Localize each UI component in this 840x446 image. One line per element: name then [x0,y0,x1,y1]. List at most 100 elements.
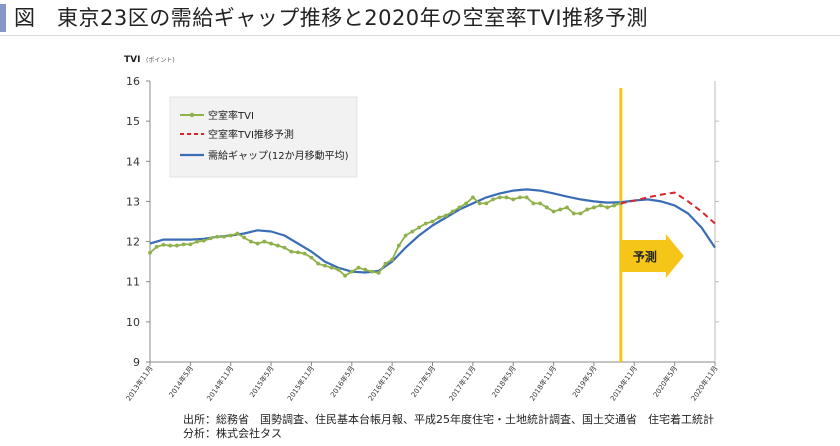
data-point-vacancy-tvi [585,207,590,212]
data-point-vacancy-tvi [612,203,617,208]
data-point-vacancy-tvi [181,242,186,247]
data-point-vacancy-tvi [592,205,596,210]
data-point-vacancy-tvi [578,211,583,216]
y-tick-label: 12 [126,236,140,249]
data-point-vacancy-tvi [450,209,455,214]
data-point-vacancy-tvi [316,261,321,266]
footer: 出所：総務省 国勢調査、住民基本台帳月報、平成25年度住宅・土地統計調査、国土交… [183,413,714,441]
y-axis-title: TVI [124,55,140,65]
x-tick-label: 2015年5月 [248,364,276,399]
data-point-vacancy-tvi [464,201,469,206]
data-point-vacancy-tvi [154,244,159,249]
data-point-vacancy-tvi [598,203,603,208]
data-point-vacancy-tvi [289,249,294,254]
data-point-vacancy-tvi [410,229,415,234]
x-tick-label: 2013年11月 [124,364,155,403]
x-tick-label: 2020年11月 [689,364,720,403]
x-tick-label: 2018年11月 [527,364,558,403]
page-title: 図 東京23区の需給ギャップ推移と2020年の空室率TVI推移予測 [14,6,649,30]
data-point-vacancy-tvi [491,197,495,202]
data-point-vacancy-tvi [148,250,152,255]
data-point-vacancy-tvi [275,243,280,248]
x-tick-label: 2014年5月 [167,364,195,399]
data-point-vacancy-tvi [504,195,509,200]
data-point-vacancy-tvi [228,233,233,238]
data-point-vacancy-tvi [558,207,563,212]
data-point-vacancy-tvi [269,241,273,246]
data-point-vacancy-tvi [188,242,193,247]
x-tick-label: 2016年11月 [366,364,397,403]
data-point-vacancy-tvi [518,195,522,200]
legend-label: 空室率TVI [208,109,254,122]
legend-label: 需給ギャップ(12か月移動平均) [208,149,349,162]
y-axis-unit: (ポイント) [146,56,175,64]
data-point-vacancy-tvi [322,263,327,268]
data-point-vacancy-tvi [544,205,549,210]
y-tick-label: 16 [126,75,140,88]
y-tick-label: 15 [126,115,140,128]
data-point-vacancy-tvi [605,205,610,210]
x-tick-label: 2015年11月 [285,364,316,403]
data-point-vacancy-tvi [484,201,489,206]
data-point-vacancy-tvi [262,239,267,244]
x-tick-label: 2020年5月 [651,364,679,399]
legend-box [169,96,358,178]
x-tick-label: 2018年5月 [490,364,518,399]
data-point-vacancy-tvi [248,239,253,244]
title-bar: 図 東京23区の需給ギャップ推移と2020年の空室率TVI推移予測 [0,0,840,36]
data-point-vacancy-tvi [524,195,529,200]
data-point-vacancy-tvi [175,243,179,248]
y-tick-label: 9 [133,356,140,369]
legend-label: 空室率TVI推移予測 [208,128,294,141]
y-tick-label: 13 [126,195,140,208]
x-tick-label: 2019年11月 [608,364,639,403]
data-point-vacancy-tvi [383,261,388,266]
data-point-vacancy-tvi [538,201,543,206]
data-point-vacancy-tvi [282,245,287,250]
data-point-vacancy-tvi [329,265,334,270]
data-point-vacancy-tvi [390,257,395,262]
forecast-arrow [620,234,684,278]
data-point-vacancy-tvi [497,195,502,200]
data-point-vacancy-tvi [215,234,220,239]
data-point-vacancy-tvi [161,242,166,247]
data-point-vacancy-tvi [222,234,226,239]
x-tick-label: 2019年5月 [570,364,598,399]
x-tick-label: 2014年11月 [205,364,236,403]
footer-source: 出所：総務省 国勢調査、住民基本台帳月報、平成25年度住宅・土地統計調査、国土交… [183,413,714,426]
data-point-vacancy-tvi [336,267,341,272]
data-point-vacancy-tvi [531,201,536,206]
data-point-vacancy-tvi [417,225,421,230]
data-point-vacancy-tvi [349,269,354,274]
data-point-vacancy-tvi [565,205,569,210]
data-point-vacancy-tvi [168,243,173,248]
data-point-vacancy-tvi [309,255,314,260]
data-point-vacancy-tvi [255,241,260,246]
forecast-label: 予測 [633,249,657,264]
data-point-vacancy-tvi [343,273,347,278]
data-point-vacancy-tvi [457,205,462,210]
data-point-vacancy-tvi [195,239,199,244]
data-point-vacancy-tvi [376,270,381,275]
footer-analysis: 分析：株式会社タス [183,427,282,440]
data-point-vacancy-tvi [551,209,556,214]
data-point-vacancy-tvi [363,267,368,272]
data-point-vacancy-tvi [571,211,576,216]
data-point-vacancy-tvi [356,265,361,270]
data-point-vacancy-tvi [242,235,247,240]
data-point-vacancy-tvi [511,197,516,202]
title-accent-bar [0,4,6,32]
data-point-vacancy-tvi [477,201,482,206]
data-point-vacancy-tvi [302,251,307,256]
data-point-vacancy-tvi [437,215,442,220]
x-tick-label: 2017年11月 [447,364,478,403]
data-point-vacancy-tvi [235,231,240,236]
legend-marker-vacancy-tvi [189,112,195,118]
data-point-vacancy-tvi [403,233,408,238]
data-point-vacancy-tvi [470,195,475,200]
y-tick-label: 10 [126,316,140,329]
data-point-vacancy-tvi [430,219,435,224]
data-point-vacancy-tvi [396,243,401,248]
data-point-vacancy-tvi [370,269,374,274]
